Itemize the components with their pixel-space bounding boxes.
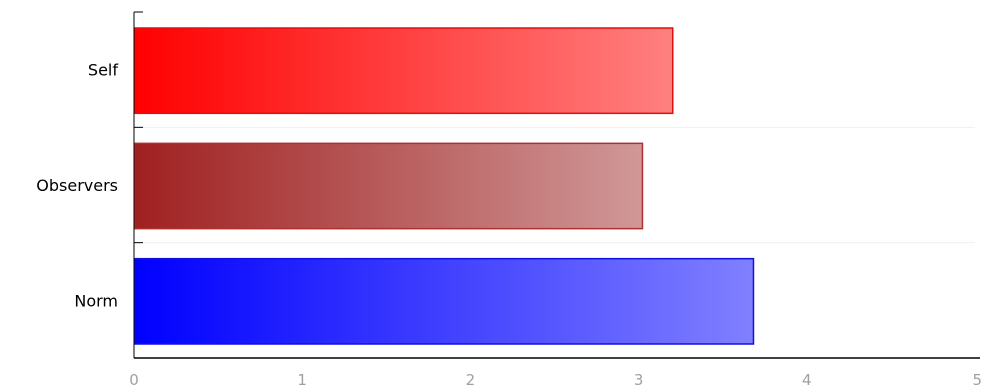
x-tick-label: 3 xyxy=(634,371,644,389)
x-tick-label: 0 xyxy=(129,371,139,389)
x-tick-label: 4 xyxy=(802,371,812,389)
category-label-norm: Norm xyxy=(74,291,118,310)
bar-self xyxy=(135,28,673,113)
bar-norm xyxy=(135,259,754,344)
category-labels: Self Observers Norm xyxy=(36,61,118,311)
bar-observers xyxy=(135,143,643,228)
category-label-self: Self xyxy=(88,61,118,80)
category-label-observers: Observers xyxy=(36,176,118,195)
x-tick-label: 1 xyxy=(297,371,307,389)
bars-group xyxy=(135,28,754,344)
x-tick-label: 2 xyxy=(466,371,476,389)
x-axis-tick-labels: 0 1 2 3 4 5 xyxy=(129,371,982,389)
x-tick-label: 5 xyxy=(972,371,982,389)
